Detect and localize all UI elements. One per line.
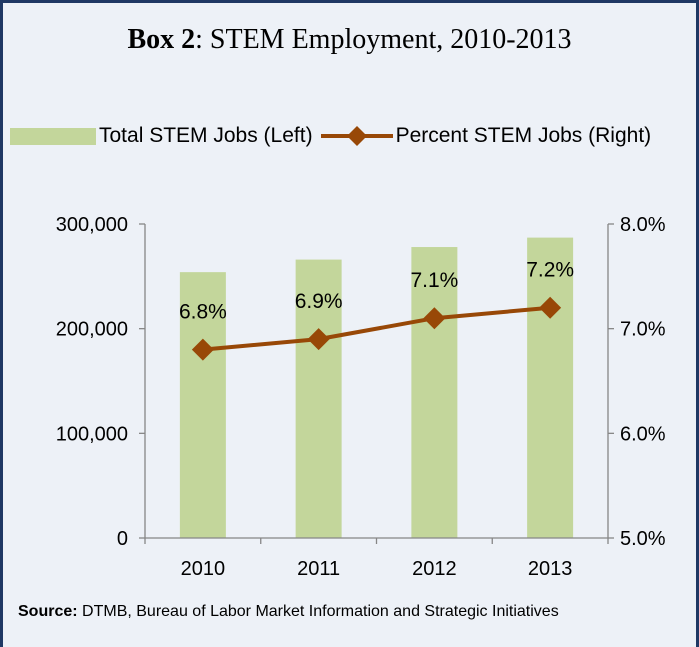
right-axis-tick-label: 8.0% bbox=[620, 214, 666, 236]
data-label-2010: 6.8% bbox=[179, 301, 227, 324]
line-marker-2010 bbox=[191, 338, 214, 361]
source-note: Source: DTMB, Bureau of Labor Market Inf… bbox=[18, 602, 559, 622]
x-axis-tick-label-2013: 2013 bbox=[528, 558, 573, 580]
legend-label-total-stem-jobs: Total STEM Jobs (Left) bbox=[99, 124, 313, 147]
left-axis-tick-label: 0 bbox=[117, 528, 128, 550]
legend-swatch-total-stem-jobs bbox=[10, 127, 96, 145]
x-axis-tick-label-2011: 2011 bbox=[297, 558, 340, 580]
bar-2011 bbox=[295, 259, 342, 538]
chart-title-text: : STEM Employment, 2010-2013 bbox=[195, 24, 572, 55]
x-axis-tick-label-2010: 2010 bbox=[181, 558, 226, 580]
legend-diamond-marker bbox=[346, 126, 367, 146]
chart-legend: Total STEM Jobs (Left) Percent STEM Jobs… bbox=[10, 123, 651, 149]
chart-title: Box 2: STEM Employment, 2010-2013 bbox=[3, 24, 696, 56]
right-axis-tick-label: 7.0% bbox=[620, 319, 666, 341]
left-axis-tick-label: 100,000 bbox=[56, 423, 128, 445]
line-marker-2012 bbox=[423, 307, 446, 330]
line-marker-2011 bbox=[307, 328, 330, 351]
right-axis-tick-label: 6.0% bbox=[620, 423, 666, 445]
legend-label-percent-stem-jobs: Percent STEM Jobs (Right) bbox=[395, 124, 652, 147]
source-label: Source: bbox=[18, 603, 78, 620]
line-marker-2013 bbox=[539, 296, 562, 319]
chart-title-box-label: Box 2 bbox=[127, 24, 196, 55]
x-axis-tick-label-2012: 2012 bbox=[412, 558, 457, 580]
percent-stem-jobs-line bbox=[202, 305, 551, 352]
data-label-2013: 7.2% bbox=[526, 259, 574, 282]
right-axis-tick-label: 5.0% bbox=[620, 528, 666, 550]
source-text: DTMB, Bureau of Labor Market Information… bbox=[82, 603, 559, 620]
bar-2013 bbox=[527, 237, 574, 538]
left-axis-tick-label: 200,000 bbox=[56, 319, 128, 341]
bar-2012 bbox=[411, 247, 458, 538]
left-axis-tick-label: 300,000 bbox=[56, 214, 128, 236]
bar-2010 bbox=[179, 272, 226, 538]
data-label-2012: 7.1% bbox=[410, 269, 458, 292]
data-label-2011: 6.9% bbox=[295, 290, 343, 313]
legend-marker-percent-stem-jobs bbox=[320, 126, 393, 146]
